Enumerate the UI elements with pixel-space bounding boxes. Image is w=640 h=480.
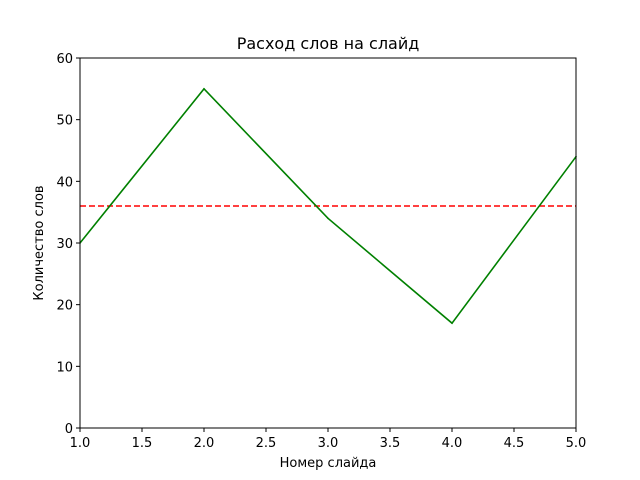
y-tick-label: 40 (56, 175, 73, 190)
x-tick-label: 2.5 (256, 436, 277, 451)
data-point (451, 322, 453, 324)
x-tick-label: 2.0 (194, 436, 215, 451)
y-tick-label: 20 (56, 299, 73, 314)
data-point (327, 217, 329, 220)
plot-area (79, 57, 577, 429)
y-axis-title: Количество слов (32, 185, 47, 300)
y-tick-label: 30 (56, 237, 73, 252)
x-tick-label: 5.0 (566, 436, 587, 451)
x-tick-label: 3.5 (380, 436, 401, 451)
plot-frame (79, 57, 577, 429)
x-tick-label: 1.0 (70, 436, 91, 451)
x-tick-label: 3.0 (318, 436, 339, 451)
x-tick-label: 4.0 (442, 436, 463, 451)
y-tick-label: 10 (56, 360, 73, 375)
chart-title: Расход слов на слайд (237, 34, 420, 53)
y-tick-label: 0 (65, 422, 73, 437)
y-tick-label: 60 (56, 52, 73, 67)
y-tick-label: 50 (56, 114, 73, 129)
x-tick-label: 1.5 (132, 436, 153, 451)
data-point (203, 88, 205, 90)
x-axis-title: Номер слайда (280, 456, 377, 471)
x-tick-label: 4.5 (504, 436, 525, 451)
x-axis-ticks: 1.0 1.5 2.0 2.5 3.0 3.5 4.0 4.5 5.0 (70, 428, 587, 451)
y-axis-ticks: 0 10 20 30 40 50 60 (56, 52, 80, 437)
